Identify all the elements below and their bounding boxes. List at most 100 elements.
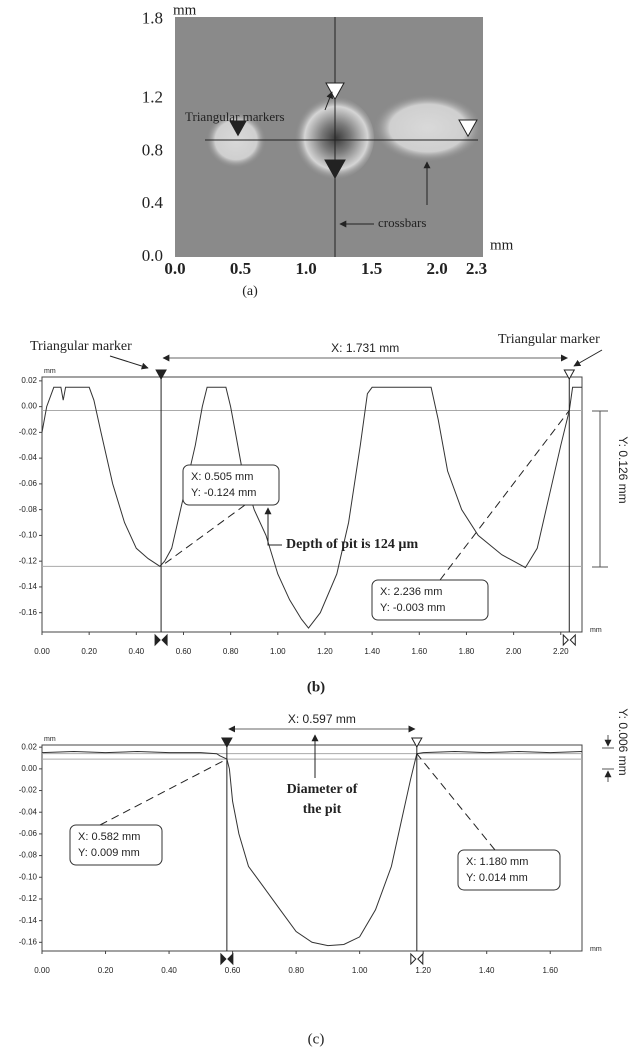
panel-label: (c): [308, 1031, 325, 1047]
y-tick-label: -0.10: [19, 531, 38, 540]
profile-line: [42, 387, 582, 628]
y-tick-label: -0.02: [19, 427, 38, 436]
cursor-marker: [564, 370, 574, 379]
marker-label: Triangular marker: [498, 332, 600, 347]
x-tick-label: 1.60: [412, 647, 428, 656]
cursor-marker: [570, 635, 575, 645]
x-tick-label: 0.0: [164, 259, 185, 278]
y-tick-label: 1.2: [142, 88, 163, 107]
x-tick-label: 0.40: [161, 966, 177, 975]
y-tick-label: -0.08: [19, 851, 38, 860]
cursor-marker: [222, 738, 232, 747]
x-tick-label: 1.20: [415, 966, 431, 975]
x-unit: mm: [590, 946, 602, 953]
y-unit: mm: [173, 2, 197, 18]
readout-y: Y: -0.003 mm: [380, 602, 445, 614]
x-tick-label: 2.00: [506, 647, 522, 656]
x-tick-label: 0.80: [223, 647, 239, 656]
x-tick-label: 0.5: [230, 259, 251, 278]
y-tick-label: 1.8: [142, 9, 163, 28]
cursor-marker: [156, 370, 166, 379]
x-tick-label: 1.60: [542, 966, 558, 975]
y-tick-label: -0.04: [19, 807, 38, 816]
x-tick-label: 0.40: [129, 647, 145, 656]
x-tick-label: 2.20: [553, 647, 569, 656]
y-tick-label: -0.14: [19, 916, 38, 925]
x-unit: mm: [590, 627, 602, 634]
x-tick-label: 0.60: [225, 966, 241, 975]
height-label: Y: 0.006 mm: [616, 708, 630, 775]
x-tick-label: 1.80: [459, 647, 475, 656]
x-tick-label: 0.00: [34, 647, 50, 656]
arrow: [574, 350, 602, 366]
plot-frame: [42, 377, 582, 632]
cursor-marker: [412, 738, 422, 747]
note: Depth of pit is 124 µm: [286, 537, 418, 552]
leader-line: [440, 410, 569, 580]
leader-line: [100, 759, 227, 825]
y-tick-label: -0.10: [19, 872, 38, 881]
x-tick-label: 0.00: [34, 966, 50, 975]
y-tick-label: -0.16: [19, 608, 38, 617]
cursor-marker: [228, 954, 233, 964]
readout-y: Y: -0.124 mm: [191, 487, 256, 499]
readout-y: Y: 0.009 mm: [78, 847, 140, 859]
x-tick-label: 1.0: [295, 259, 316, 278]
x-tick-label: 0.80: [288, 966, 304, 975]
panel-label: (a): [242, 284, 258, 299]
y-tick-label: -0.04: [19, 453, 38, 462]
leader-line: [417, 754, 495, 850]
y-tick-label: 0.0: [142, 246, 163, 265]
y-tick-label: -0.08: [19, 505, 38, 514]
note: Diameter of: [287, 782, 358, 797]
leader-line: [161, 505, 245, 566]
y-tick-label: 0.02: [21, 742, 37, 751]
x-tick-label: 1.40: [479, 966, 495, 975]
y-tick-label: 0.00: [21, 764, 37, 773]
y-tick-label: -0.06: [19, 829, 38, 838]
cursor-marker: [162, 635, 167, 645]
x-tick-label: 0.60: [176, 647, 192, 656]
x-tick-label: 0.20: [81, 647, 97, 656]
x-tick-label: 1.00: [270, 647, 286, 656]
y-tick-label: -0.12: [19, 556, 38, 565]
note: the pit: [303, 802, 342, 817]
x-tick-label: 1.5: [361, 259, 382, 278]
readout-x: X: 0.582 mm: [78, 831, 140, 843]
y-tick-label: 0.00: [21, 402, 37, 411]
x-tick-label: 1.20: [317, 647, 333, 656]
y-tick-label: -0.16: [19, 937, 38, 946]
cursor-marker: [411, 954, 416, 964]
cursor-marker: [418, 954, 423, 964]
x-tick-label: 0.20: [98, 966, 114, 975]
marker-label: Triangular marker: [30, 339, 132, 354]
page: {"chart_data": [ {"type": "image", "pane…: [0, 0, 632, 1054]
readout-x: X: 1.180 mm: [466, 856, 528, 868]
y-unit: mm: [44, 368, 56, 375]
readout-y: Y: 0.014 mm: [466, 872, 528, 884]
y-tick-label: 0.02: [21, 376, 37, 385]
x-tick-label: 1.40: [364, 647, 380, 656]
arrow: [110, 356, 148, 368]
panel-label: (b): [307, 679, 325, 695]
cursor-marker: [155, 635, 160, 645]
readout-x: X: 2.236 mm: [380, 586, 442, 598]
x-unit: mm: [490, 237, 514, 253]
y-tick-label: 0.8: [142, 140, 163, 159]
cursor-marker: [563, 635, 568, 645]
y-tick-label: -0.06: [19, 479, 38, 488]
x-tick-label: 2.3: [466, 259, 487, 278]
cursor-marker: [221, 954, 226, 964]
annotation: crossbars: [378, 215, 426, 230]
height-label: Y: 0.126 mm: [616, 436, 630, 503]
y-tick-label: -0.14: [19, 582, 38, 591]
readout-x: X: 0.505 mm: [191, 471, 253, 483]
y-unit: mm: [44, 736, 56, 743]
x-tick-label: 1.00: [352, 966, 368, 975]
figure: 0.00.40.81.21.80.00.51.01.52.02.3mmmmTri…: [0, 0, 632, 1054]
annotation: Triangular markers: [185, 109, 285, 124]
y-tick-label: 0.4: [142, 193, 164, 212]
y-tick-label: -0.02: [19, 786, 38, 795]
x-tick-label: 2.0: [427, 259, 448, 278]
y-tick-label: -0.12: [19, 894, 38, 903]
